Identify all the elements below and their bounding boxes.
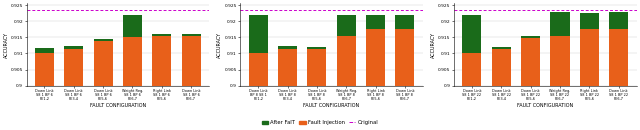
Bar — [278, 46, 297, 49]
Bar — [337, 15, 356, 36]
Bar — [248, 15, 268, 54]
Bar — [550, 36, 570, 86]
Y-axis label: ACCURACY: ACCURACY — [3, 32, 8, 58]
Y-axis label: ACCURACY: ACCURACY — [217, 32, 222, 58]
X-axis label: FAULT CONFIGURATION: FAULT CONFIGURATION — [90, 103, 146, 108]
Bar — [521, 36, 540, 38]
X-axis label: FAULT CONFIGURATION: FAULT CONFIGURATION — [517, 103, 573, 108]
Bar — [182, 34, 201, 36]
Bar — [307, 49, 326, 86]
Bar — [366, 29, 385, 86]
Bar — [182, 36, 201, 86]
Bar — [609, 29, 628, 86]
Bar — [366, 15, 385, 29]
Bar — [463, 54, 481, 86]
Bar — [463, 15, 481, 54]
Bar — [248, 54, 268, 86]
Bar — [152, 34, 172, 36]
Bar — [396, 15, 415, 29]
Bar — [278, 49, 297, 86]
Bar — [123, 37, 142, 86]
Bar — [152, 36, 172, 86]
Bar — [35, 48, 54, 54]
Bar — [492, 47, 511, 49]
Bar — [307, 47, 326, 49]
Bar — [93, 41, 113, 86]
Legend: After FaIT, Fault Injection, Original: After FaIT, Fault Injection, Original — [260, 118, 380, 127]
Bar — [64, 49, 83, 86]
Bar — [396, 29, 415, 86]
Bar — [492, 49, 511, 86]
Bar — [521, 38, 540, 86]
Bar — [35, 54, 54, 86]
Bar — [609, 12, 628, 29]
Bar — [550, 12, 570, 36]
Bar — [580, 29, 599, 86]
Bar — [337, 36, 356, 86]
Bar — [580, 13, 599, 29]
X-axis label: FAULT CONFIGURATION: FAULT CONFIGURATION — [303, 103, 360, 108]
Y-axis label: ACCURACY: ACCURACY — [431, 32, 436, 58]
Bar — [64, 46, 83, 49]
Bar — [123, 15, 142, 37]
Bar — [93, 39, 113, 41]
